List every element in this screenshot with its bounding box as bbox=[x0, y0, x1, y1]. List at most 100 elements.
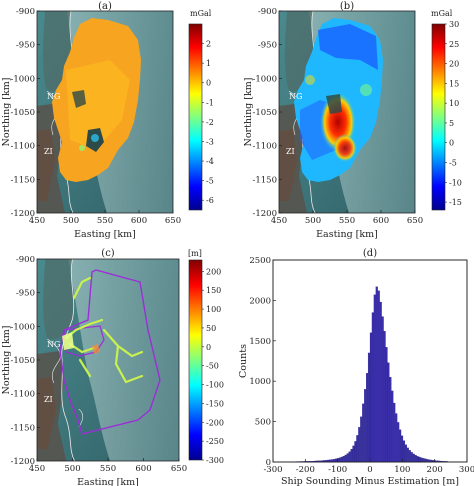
panel-b: (b) NG ZI 450 500 550 600 650 -900 -950 -1000 -1… bbox=[243, 1, 462, 240]
panel-d-title: (d) bbox=[363, 248, 377, 259]
x-tick-label: 450 bbox=[29, 216, 45, 226]
y-tick-label: -1150 bbox=[252, 175, 277, 185]
panel-b-colorbar-ticks: 30 25 20 15 10 5 0 -5 -10 -15 bbox=[445, 20, 462, 207]
histogram-bar bbox=[393, 402, 396, 463]
histogram-bar bbox=[360, 416, 363, 463]
y-tick-label: -900 bbox=[16, 255, 35, 265]
panel-c-colorbar bbox=[188, 259, 203, 461]
y-tick-label: -950 bbox=[16, 289, 35, 299]
histogram-bar bbox=[377, 290, 380, 463]
panel-c-colorbar-ticks: 200 150 100 50 0 -50 -100 -150 -200 -250 -300 bbox=[202, 267, 224, 465]
colorbar-tick-label: -200 bbox=[206, 418, 224, 427]
panel-b-colorbar-unit: mGal bbox=[431, 9, 453, 18]
x-tick-label: 600 bbox=[135, 464, 151, 474]
panel-b-ylabel: Northing [km] bbox=[243, 78, 254, 147]
histogram-bar bbox=[402, 440, 406, 463]
histogram-bar bbox=[418, 456, 421, 463]
label-ng-c: NG bbox=[47, 340, 60, 349]
colorbar-tick-label: 1 bbox=[206, 59, 211, 68]
histogram-bar bbox=[371, 312, 374, 463]
histogram-bar bbox=[362, 403, 365, 463]
y-tick-label: -1100 bbox=[10, 142, 35, 152]
panel-d: (d) -300 -200 -100 0 100 200 300 0 500 1000 1500 20… bbox=[238, 248, 474, 486]
panel-d-axes: -300 -200 -100 0 100 200 300 0 500 1000 1500 2000 25… bbox=[249, 256, 474, 475]
y-tick-label: -1200 bbox=[10, 457, 35, 467]
histogram-bar bbox=[366, 373, 369, 463]
histogram-bar bbox=[395, 413, 398, 463]
histogram-bar bbox=[387, 362, 390, 463]
panel-a-xlabel: Easting [km] bbox=[74, 229, 136, 240]
panel-c-xlabel: Easting [km] bbox=[77, 477, 139, 486]
x-tick-label: -100 bbox=[328, 465, 347, 475]
x-tick-label: 300 bbox=[459, 465, 474, 475]
histogram-bar bbox=[333, 459, 336, 463]
histogram-bar bbox=[408, 450, 411, 463]
y-tick-label: -900 bbox=[16, 7, 35, 17]
histogram-bar bbox=[352, 445, 355, 463]
x-tick-label: 450 bbox=[29, 464, 45, 474]
panel-a-title: (a) bbox=[98, 1, 112, 12]
y-tick-label: -1000 bbox=[10, 322, 35, 332]
colorbar-tick-label: -300 bbox=[206, 456, 224, 465]
x-tick-label: 100 bbox=[394, 465, 410, 475]
y-tick-label: -1150 bbox=[10, 423, 35, 433]
histogram-bars bbox=[292, 286, 448, 463]
y-tick-label: -1050 bbox=[10, 356, 35, 366]
y-tick-label: -1050 bbox=[10, 108, 35, 118]
x-tick-label: 550 bbox=[100, 464, 116, 474]
colorbar-tick-label: 2 bbox=[206, 40, 211, 49]
histogram-bar bbox=[350, 448, 353, 463]
colorbar-tick-label: 150 bbox=[206, 286, 221, 295]
panel-a-axes: 450 500 550 600 650 -900 -950 -1000 -1050 -1100 -1… bbox=[10, 7, 181, 226]
histogram-bar bbox=[406, 447, 409, 463]
panel-c-title: (c) bbox=[101, 248, 115, 259]
histogram-bar bbox=[340, 456, 343, 463]
survey-outline bbox=[59, 269, 161, 435]
colorbar-tick-label: -3 bbox=[206, 137, 214, 146]
colorbar-tick-label: 25 bbox=[449, 40, 459, 49]
panel-c-ylabel: Northing [km] bbox=[1, 326, 12, 395]
y-tick-label: 0 bbox=[266, 458, 271, 468]
colorbar-tick-label: 30 bbox=[449, 20, 459, 29]
panel-c-map bbox=[37, 259, 179, 461]
y-tick-label: -1000 bbox=[252, 74, 277, 84]
y-tick-label: 1000 bbox=[249, 377, 271, 387]
histogram-bar bbox=[364, 389, 367, 463]
y-tick-label: -1200 bbox=[252, 209, 277, 219]
colorbar-tick-label: -1 bbox=[206, 98, 214, 107]
x-tick-label: 600 bbox=[131, 216, 147, 226]
x-tick-label: -200 bbox=[296, 465, 315, 475]
colorbar-tick-label: -10 bbox=[449, 178, 462, 187]
label-zi: ZI bbox=[44, 147, 53, 156]
colorbar-tick-label: -50 bbox=[206, 362, 219, 371]
label-zi-c: ZI bbox=[44, 395, 53, 404]
panel-b-colorbar bbox=[431, 23, 446, 211]
colorbar-tick-label: 5 bbox=[449, 119, 454, 128]
histogram-bar bbox=[399, 429, 402, 463]
colorbar-tick-label: -6 bbox=[206, 196, 214, 205]
histogram-bar bbox=[383, 331, 386, 463]
colorbar-tick-label: 15 bbox=[449, 79, 459, 88]
colorbar-tick-label: 0 bbox=[449, 139, 454, 148]
panel-c-axes: 450 500 550 600 650 -900 -950 -1000 -1050 -1100 -1… bbox=[10, 255, 187, 474]
y-tick-label: 2000 bbox=[249, 296, 271, 306]
histogram-bar bbox=[373, 294, 376, 463]
colorbar-tick-label: 100 bbox=[206, 305, 221, 314]
colorbar-tick-label: -5 bbox=[206, 177, 214, 186]
y-tick-label: -1100 bbox=[10, 390, 35, 400]
colorbar-tick-label: -150 bbox=[206, 399, 224, 408]
y-tick-label: -1000 bbox=[10, 74, 35, 84]
histogram-bar bbox=[334, 458, 338, 463]
panel-a: (a) NG ZI 450 500 550 600 650 -900 -950 -1000 -1… bbox=[1, 1, 214, 240]
panel-a-colorbar bbox=[188, 23, 203, 211]
panel-a-ylabel: Northing [km] bbox=[1, 78, 12, 147]
x-tick-label: 600 bbox=[373, 216, 389, 226]
colorbar-tick-label: -250 bbox=[206, 437, 224, 446]
panel-d-ylabel: Counts bbox=[238, 344, 249, 378]
histogram-bar bbox=[416, 456, 419, 463]
histogram-bar bbox=[414, 455, 417, 463]
histogram-bar bbox=[344, 454, 347, 463]
panel-b-xlabel: Easting [km] bbox=[316, 229, 378, 240]
y-tick-label: 1500 bbox=[249, 337, 271, 347]
colorbar-tick-label: 10 bbox=[449, 99, 459, 108]
